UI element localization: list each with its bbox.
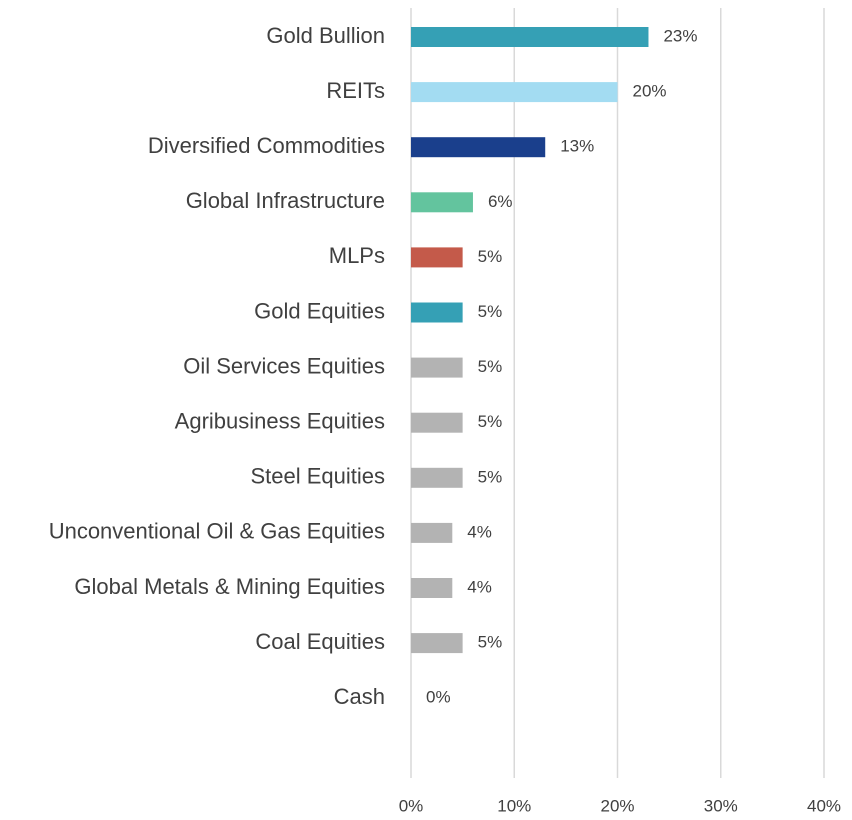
bar <box>411 633 463 654</box>
bar <box>411 137 546 158</box>
bar <box>411 357 463 378</box>
bar <box>411 302 463 323</box>
x-tick-label: 40% <box>807 796 841 815</box>
x-tick-label: 10% <box>497 796 531 815</box>
category-label: Gold Equities <box>254 298 385 323</box>
bar <box>411 412 463 433</box>
value-label: 5% <box>478 247 503 266</box>
category-label: Diversified Commodities <box>148 133 385 158</box>
category-label: Unconventional Oil & Gas Equities <box>49 519 385 544</box>
category-label: Steel Equities <box>250 464 385 489</box>
value-label: 23% <box>663 26 697 45</box>
value-label: 0% <box>426 688 451 707</box>
bar <box>411 522 453 543</box>
value-label: 4% <box>467 522 492 541</box>
value-label: 5% <box>478 357 503 376</box>
x-tick-label: 0% <box>399 796 424 815</box>
value-label: 5% <box>478 467 503 486</box>
bar <box>411 192 473 213</box>
category-label: Oil Services Equities <box>183 353 385 378</box>
category-label: Global Metals & Mining Equities <box>74 574 385 599</box>
value-label: 4% <box>467 577 492 596</box>
value-label: 6% <box>488 192 513 211</box>
x-tick-label: 20% <box>600 796 634 815</box>
value-label: 5% <box>478 633 503 652</box>
value-label: 5% <box>478 412 503 431</box>
category-label: MLPs <box>329 243 385 268</box>
value-label: 5% <box>478 302 503 321</box>
bar <box>411 82 618 103</box>
category-label: Agribusiness Equities <box>175 409 385 434</box>
bar <box>411 247 463 268</box>
bar <box>411 467 463 488</box>
category-label: Cash <box>334 684 385 709</box>
x-tick-label: 30% <box>704 796 738 815</box>
value-label: 20% <box>633 82 667 101</box>
value-label: 13% <box>560 137 594 156</box>
bar <box>411 578 453 598</box>
category-label: REITs <box>326 78 385 103</box>
category-label: Global Infrastructure <box>186 188 385 213</box>
category-label: Coal Equities <box>255 629 385 654</box>
category-label: Gold Bullion <box>266 23 385 48</box>
bar <box>411 27 649 47</box>
